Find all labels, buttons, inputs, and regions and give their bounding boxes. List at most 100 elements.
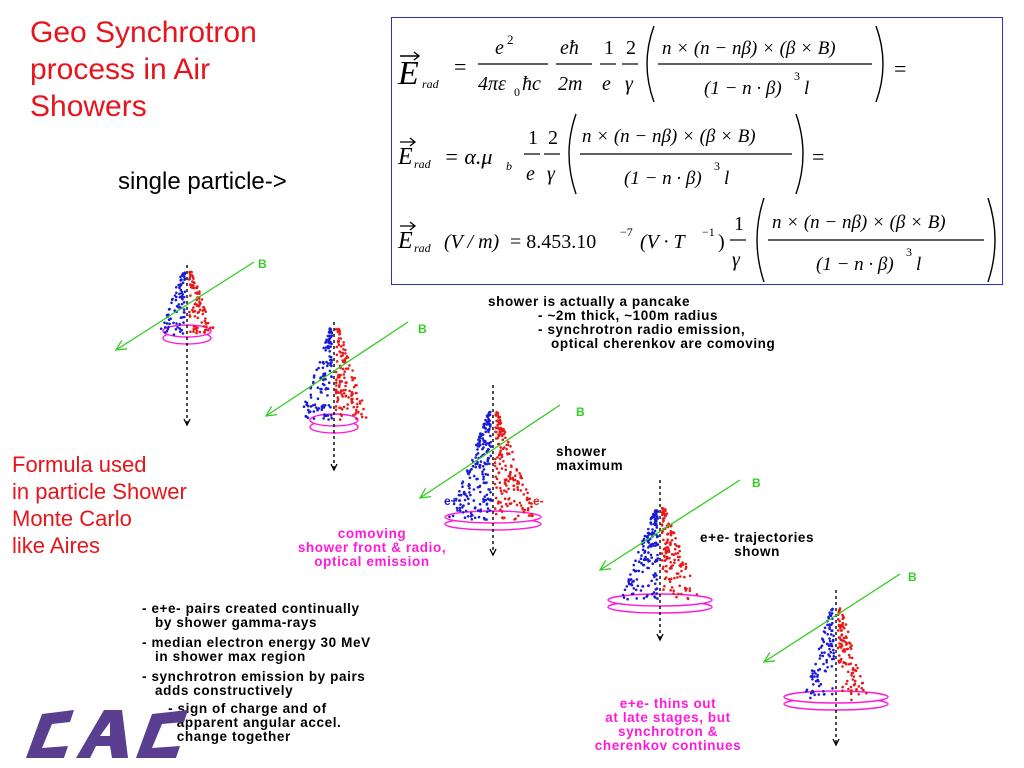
b-field-label: B xyxy=(752,476,761,490)
positron-dot xyxy=(632,579,635,583)
electron-dot xyxy=(350,393,354,397)
positron-dot xyxy=(179,288,183,292)
positron-dot xyxy=(326,364,329,368)
positron-dot xyxy=(482,426,485,429)
electron-dot xyxy=(342,373,346,376)
electron-dot xyxy=(346,367,350,370)
positron-dot xyxy=(636,584,640,588)
electron-dot xyxy=(499,486,502,490)
positron-dot xyxy=(805,690,808,693)
electron-dot xyxy=(678,549,681,553)
electron-dot xyxy=(660,559,664,562)
field-arrowhead xyxy=(114,340,128,351)
positron-dot xyxy=(325,338,328,342)
electron-dot xyxy=(196,316,200,320)
eq1-ehbar: eħ xyxy=(560,37,579,59)
bullet-line-2: by shower gamma-rays xyxy=(142,615,318,630)
electron-dot xyxy=(836,618,840,621)
positron-dot xyxy=(639,589,643,592)
positron-dot xyxy=(323,414,326,418)
field-arrowhead xyxy=(418,487,432,499)
electron-dot xyxy=(195,304,199,308)
positron-dot xyxy=(165,322,169,325)
positron-dot xyxy=(182,308,186,311)
electron-dot xyxy=(497,442,500,446)
electron-dot xyxy=(845,643,848,646)
electron-dot xyxy=(518,472,521,475)
positron-dot xyxy=(488,419,492,423)
positron-dot xyxy=(824,670,827,673)
electron-dot xyxy=(508,502,512,506)
positron-dot xyxy=(827,616,830,620)
rad-sub-1: rad xyxy=(422,77,440,91)
axis-arrowhead xyxy=(183,418,191,427)
single-particle-label: single particle-> xyxy=(118,168,287,195)
electron-dot xyxy=(514,474,517,478)
positron-dot xyxy=(457,493,461,497)
positron-dot xyxy=(830,665,834,668)
positron-dot xyxy=(652,573,655,577)
electron-dot xyxy=(673,558,676,562)
electron-dot xyxy=(193,302,197,306)
positron-dot xyxy=(175,295,178,299)
electron-dot xyxy=(856,666,859,670)
electron-dot xyxy=(662,538,665,542)
electron-dot xyxy=(344,352,347,355)
positron-dot xyxy=(180,302,184,306)
electron-dot xyxy=(530,505,533,509)
positron-dot xyxy=(823,626,827,630)
electron-dot xyxy=(855,687,858,691)
electron-dot xyxy=(198,330,202,334)
positron-dot xyxy=(655,516,659,520)
eq1-l: l xyxy=(804,78,809,99)
thins-line-4: cherenkov continues xyxy=(594,738,742,753)
positron-dot xyxy=(813,675,816,678)
eq3-units: (V / m) xyxy=(444,231,500,253)
electron-dot xyxy=(494,430,497,434)
positron-dot xyxy=(650,556,653,559)
electron-dot xyxy=(188,310,191,314)
electron-dot xyxy=(203,308,206,312)
positron-dot xyxy=(481,470,484,474)
electron-dot xyxy=(517,482,520,485)
electron-dot xyxy=(203,319,207,323)
electron-dot xyxy=(356,402,359,406)
positron-dot xyxy=(814,662,817,666)
positron-dot xyxy=(485,493,489,497)
positron-dot xyxy=(170,298,174,301)
eq3-unit-exp: −1 xyxy=(702,225,715,239)
positron-dot xyxy=(820,651,824,655)
positron-dot xyxy=(654,572,657,575)
positron-dot xyxy=(470,467,473,471)
positron-dot xyxy=(484,418,487,422)
electron-dot xyxy=(508,472,512,476)
positron-dot xyxy=(812,683,815,686)
electron-dot xyxy=(499,508,502,512)
positron-dot xyxy=(475,453,478,457)
pancake-note: shower is actually a pancake - ~2m thick… xyxy=(488,295,775,351)
electron-dot xyxy=(507,479,510,483)
positron-dot xyxy=(635,578,639,581)
positron-dot xyxy=(637,569,641,573)
comoving-note: comoving shower front & radio, optical e… xyxy=(262,527,482,569)
positron-dot xyxy=(322,417,325,420)
positron-dot xyxy=(650,516,653,520)
positron-dot xyxy=(487,422,491,425)
electron-dot xyxy=(201,309,204,312)
positron-dot xyxy=(484,430,488,434)
positron-dot xyxy=(651,542,654,546)
positron-dot xyxy=(176,326,179,329)
positron-dot xyxy=(652,591,656,594)
electron-dot xyxy=(513,499,516,503)
electron-dot xyxy=(335,381,338,385)
positron-dot xyxy=(826,633,829,636)
positron-dot xyxy=(468,476,472,480)
electron-dot xyxy=(345,367,348,371)
positron-dot xyxy=(832,651,835,655)
electron-dot xyxy=(513,478,517,482)
positron-dot xyxy=(486,457,490,460)
positron-dot xyxy=(647,584,650,587)
electron-dot xyxy=(202,305,205,309)
right-paren xyxy=(875,25,884,103)
